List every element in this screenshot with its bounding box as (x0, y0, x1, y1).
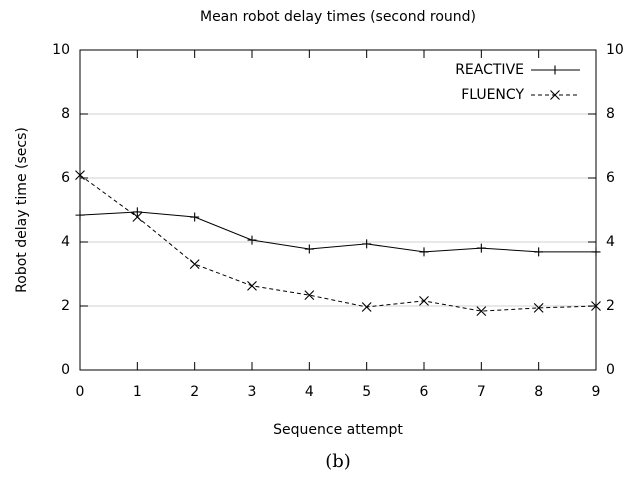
marker (362, 239, 372, 249)
marker (534, 247, 544, 257)
y2-tick-label: 6 (606, 170, 615, 186)
chart-title: Mean robot delay times (second round) (200, 9, 476, 25)
marker (247, 280, 257, 291)
y-tick-label: 6 (61, 170, 70, 186)
marker (132, 207, 142, 217)
marker (75, 170, 85, 181)
x-tick-label: 7 (477, 384, 486, 400)
y-tick-label: 0 (61, 362, 70, 378)
caption: (b) (325, 451, 351, 472)
y2-tick-label: 4 (606, 234, 615, 250)
x-tick-label: 0 (76, 384, 85, 400)
x-tick-label: 2 (190, 384, 199, 400)
y-axis-label: Robot delay time (secs) (14, 127, 30, 293)
x-tick-label: 9 (592, 384, 601, 400)
marker (304, 290, 315, 301)
marker (419, 295, 429, 306)
x-tick-label: 6 (420, 384, 429, 400)
marker (476, 243, 486, 253)
y2-tick-label: 0 (606, 362, 615, 378)
y-tick-label: 10 (52, 42, 70, 58)
marker (419, 247, 429, 257)
marker (361, 302, 372, 312)
x-axis-label: Sequence attempt (273, 422, 403, 438)
marker (132, 212, 143, 222)
legend-label: REACTIVE (455, 62, 524, 78)
legend-marker (550, 65, 560, 75)
x-tick-label: 3 (248, 384, 257, 400)
y2-tick-label: 2 (606, 298, 615, 314)
series-line (79, 211, 596, 253)
x-tick-label: 4 (305, 384, 314, 400)
y2-tick-label: 8 (606, 106, 615, 122)
marker (190, 212, 200, 222)
y2-tick-label: 10 (606, 42, 624, 58)
series-line (79, 174, 597, 312)
marker (591, 247, 601, 257)
y-tick-label: 2 (61, 298, 70, 314)
plot-frame (79, 49, 597, 371)
marker (591, 301, 601, 311)
y-tick-label: 4 (61, 234, 70, 250)
marker (533, 303, 544, 313)
marker (304, 244, 314, 254)
legend-marker (550, 90, 560, 100)
marker (476, 306, 487, 317)
x-tick-label: 8 (534, 384, 543, 400)
marker (247, 235, 257, 245)
y-tick-label: 8 (61, 106, 70, 122)
x-tick-label: 5 (362, 384, 371, 400)
legend-label: FLUENCY (461, 87, 524, 103)
marker (189, 259, 200, 269)
marker (75, 210, 85, 220)
x-tick-label: 1 (133, 384, 142, 400)
